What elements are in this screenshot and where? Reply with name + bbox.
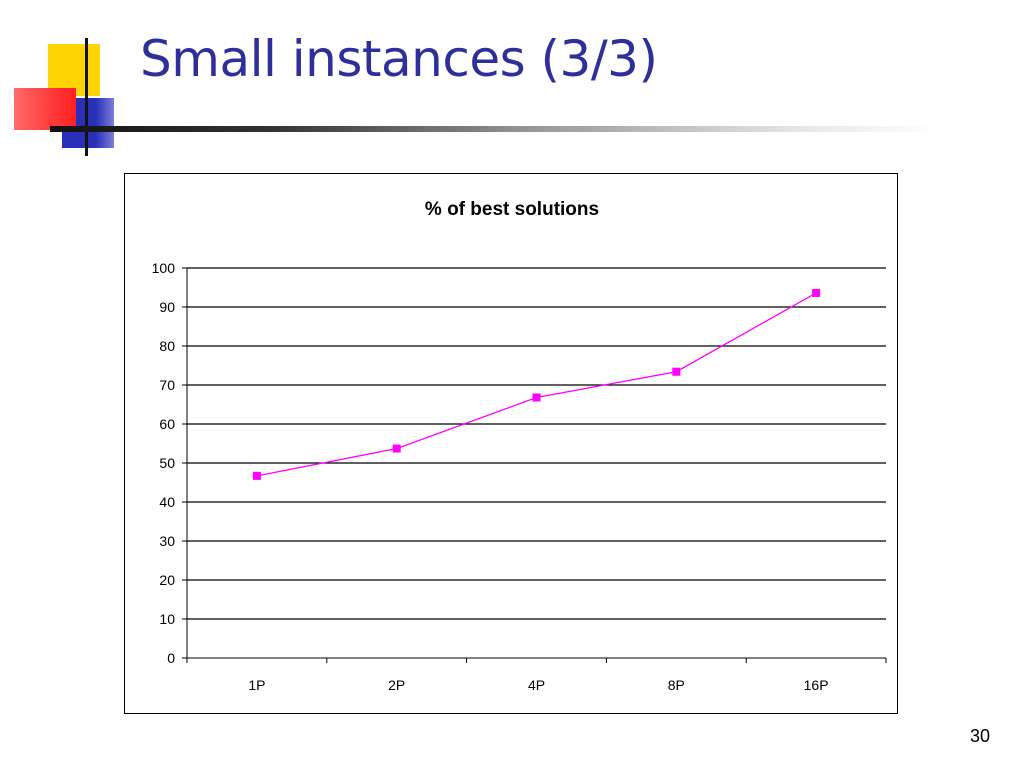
x-tick-label: 1P	[248, 677, 265, 693]
gridlines	[187, 267, 886, 620]
tick-labels: 0 10 20 30 40 50 60 70 80 90 100 1P 2P 4P 8P 16P	[152, 260, 829, 693]
y-tick-label: 60	[159, 416, 175, 432]
x-tick-label: 4P	[528, 677, 545, 693]
data-point-marker	[252, 471, 261, 480]
decor-red-square	[14, 88, 76, 130]
x-tick-label: 16P	[804, 677, 829, 693]
data-point-marker	[392, 444, 401, 453]
axes	[182, 267, 887, 663]
y-tick-label: 10	[159, 611, 175, 627]
y-tick-label: 70	[159, 377, 175, 393]
slide-title: Small instances (3/3)	[140, 30, 658, 88]
x-tick-label: 8P	[668, 677, 685, 693]
decor-vertical-line	[85, 38, 88, 156]
title-underline	[50, 126, 940, 132]
y-tick-label: 80	[159, 338, 175, 354]
chart-title: % of best solutions	[425, 199, 599, 220]
y-tick-label: 20	[159, 572, 175, 588]
chart-frame: % of best solutions 0 10 20 30 40 50 60 70 80 90 1…	[124, 173, 898, 714]
decor-yellow-square	[48, 44, 100, 96]
y-tick-label: 90	[159, 299, 175, 315]
y-tick-label: 0	[167, 650, 175, 666]
page-number: 30	[969, 726, 990, 746]
y-tick-label: 30	[159, 533, 175, 549]
data-point-marker	[812, 288, 821, 297]
data-point-marker	[672, 367, 681, 376]
y-tick-label: 40	[159, 494, 175, 510]
line-chart: % of best solutions 0 10 20 30 40 50 60 70 80 90 1…	[152, 199, 887, 693]
x-tick-label: 2P	[388, 677, 405, 693]
data-point-marker	[532, 393, 541, 402]
y-tick-label: 100	[152, 260, 176, 276]
y-tick-label: 50	[159, 455, 175, 471]
series-layer	[252, 288, 821, 480]
